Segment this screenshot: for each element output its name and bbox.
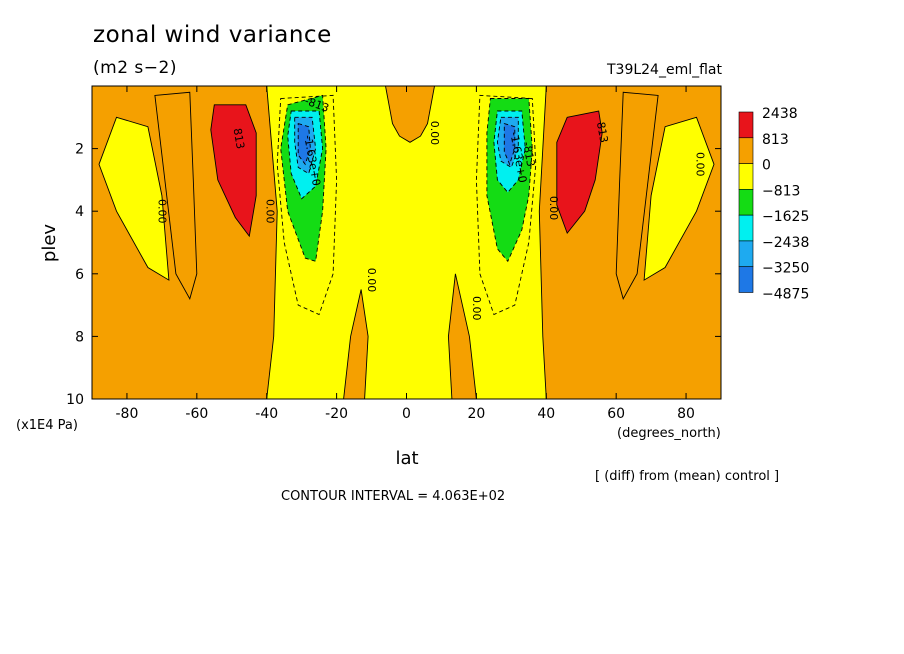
x-tick-label: 20 <box>467 406 485 422</box>
legend-label: −3250 <box>762 261 809 277</box>
contour-chart: 8130.000.00-813-1.63e+00.000.000.00-813-… <box>16 85 809 469</box>
x-tick-label: -20 <box>325 406 348 422</box>
contour-interval: CONTOUR INTERVAL = 4.063E+02 <box>281 489 506 504</box>
color-legend: 2438 813 0 −813 −1625 −2438 −3250 −4875 <box>738 106 809 303</box>
x-tick-label: 80 <box>677 406 695 422</box>
legend-swatch <box>738 163 754 190</box>
x-axis-label: lat <box>395 448 418 469</box>
region-orange-tongue-north <box>447 273 477 399</box>
x-tick-label: 60 <box>607 406 625 422</box>
contour-label: 0.00 <box>547 196 560 221</box>
x-axis: -80 -60 -40 -20 0 20 40 60 80 <box>116 86 695 422</box>
legend-swatch <box>738 189 754 216</box>
y-tick-label: 6 <box>75 267 84 283</box>
x-axis-units: (degrees_north) <box>617 426 721 441</box>
contour-dashed-south <box>276 94 338 316</box>
contour-label: -813 <box>520 141 537 168</box>
region-blue-south <box>297 122 311 166</box>
x-tick-label: 0 <box>402 406 411 422</box>
legend-label: 2438 <box>762 106 798 122</box>
legend-label: −1625 <box>762 209 809 225</box>
legend-swatch <box>738 214 754 242</box>
region-yellow-north <box>643 116 715 281</box>
y-axis: 2 4 6 8 10 <box>66 142 721 408</box>
contour-label: 0.00 <box>428 121 441 146</box>
x-tick-label: 40 <box>537 406 555 422</box>
region-orange-tongue-south <box>343 289 369 399</box>
region-red-south <box>210 104 257 238</box>
region-blue-north <box>503 122 516 166</box>
y-axis-units: (x1E4 Pa) <box>16 418 78 433</box>
contour-label: 813 <box>594 121 610 144</box>
y-tick-label: 10 <box>66 392 84 408</box>
legend-swatch <box>738 240 754 268</box>
legend-label: 0 <box>762 158 771 174</box>
y-tick-label: 4 <box>75 204 84 220</box>
legend-swatch <box>738 266 754 293</box>
contour-label: 0.00 <box>365 268 378 293</box>
contour-label: 0.00 <box>694 152 707 177</box>
contour-thin-north <box>615 91 659 300</box>
x-tick-label: -80 <box>116 406 139 422</box>
x-tick-label: -60 <box>185 406 208 422</box>
contour-dashed-north <box>475 94 537 316</box>
comparison-note: [ (diff) from (mean) control ] <box>595 469 780 484</box>
legend-swatch <box>738 111 754 139</box>
contour-thin-south <box>154 91 198 300</box>
legend-label: 813 <box>762 132 789 148</box>
contour-fills <box>92 86 721 399</box>
contour-label: 0.00 <box>155 199 168 224</box>
legend-label: −813 <box>762 183 800 199</box>
legend-label: −4875 <box>762 287 809 303</box>
region-red-north <box>556 110 603 235</box>
region-yellow-south <box>98 116 170 281</box>
x-tick-label: -40 <box>255 406 278 422</box>
contour-label: 0.00 <box>264 199 277 224</box>
y-tick-label: 8 <box>75 329 84 345</box>
contour-label: 0.00 <box>470 296 483 321</box>
y-tick-label: 2 <box>75 142 84 158</box>
chart-units: (m2 s−2) <box>93 58 177 78</box>
legend-label: −2438 <box>762 235 809 251</box>
legend-swatch <box>738 137 754 164</box>
y-axis-label: plev <box>39 224 60 263</box>
chart-title: zonal wind variance <box>93 22 332 48</box>
contour-label: 813 <box>230 127 246 150</box>
experiment-label: T39L24_eml_flat <box>606 62 722 78</box>
region-orange-top <box>385 86 435 143</box>
